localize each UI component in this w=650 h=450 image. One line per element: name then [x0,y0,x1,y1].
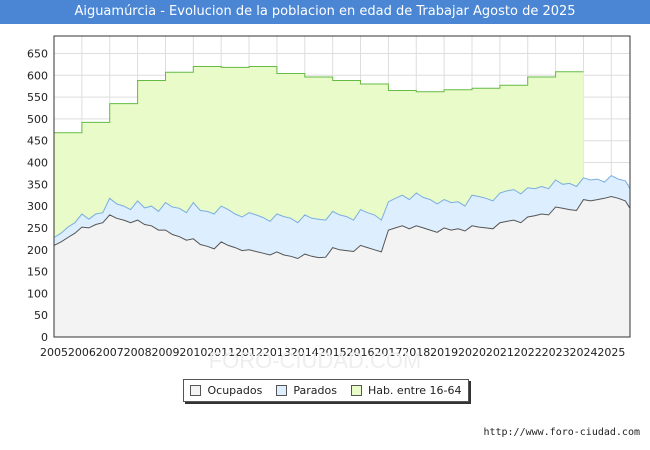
watermark: FORO-CIUDAD.COM [209,348,422,373]
y-tick-label: 0 [41,331,48,344]
line-ocupados [53,195,631,260]
y-tick-label: 200 [27,244,48,257]
x-tick-label: 2021 [486,346,514,359]
y-tick-label: 650 [27,47,48,60]
x-tick-label: 2025 [597,346,625,359]
y-tick-label: 500 [27,113,48,126]
y-tick-label: 550 [27,91,48,104]
x-tick-label: 2015 [319,346,347,359]
x-tick-label: 2009 [151,346,179,359]
legend-swatch-hab [350,385,362,396]
y-tick-label: 600 [27,69,48,82]
x-tick-label: 2005 [40,346,68,359]
x-tick-label: 2019 [430,346,458,359]
x-tick-label: 2024 [569,346,597,359]
x-tick-label: 2022 [514,346,542,359]
legend-label-parados: Parados [293,384,337,397]
x-tick-label: 2013 [263,346,291,359]
legend-item-hab: Hab. entre 16-64 [350,384,462,397]
x-tick-label: 2017 [374,346,402,359]
line-hab [54,66,584,134]
legend-item-parados: Parados [276,384,337,397]
legend-label-ocupados: Ocupados [207,384,263,397]
x-tick-label: 2018 [402,346,430,359]
legend-label-hab: Hab. entre 16-64 [367,384,462,397]
x-tick-label: 2020 [458,346,486,359]
x-tick-label: 2012 [235,346,263,359]
legend-swatch-parados [276,385,288,396]
y-tick-label: 150 [27,266,48,279]
legend-item-ocupados: Ocupados [190,384,262,397]
line-parados [53,174,631,238]
x-tick-label: 2023 [542,346,570,359]
x-tick-label: 2010 [179,346,207,359]
y-tick-label: 250 [27,222,48,235]
y-tick-label: 450 [27,135,48,148]
x-tick-label: 2014 [291,346,319,359]
y-tick-label: 50 [34,309,48,322]
y-tick-label: 300 [27,200,48,213]
legend-swatch-ocupados [190,385,202,396]
x-tick-label: 2011 [207,346,235,359]
y-tick-label: 100 [27,287,48,300]
x-tick-label: 2008 [124,346,152,359]
plot-border [53,35,631,338]
chart-title: Aiguamúrcia - Evolucion de la poblacion … [0,0,650,24]
source-link[interactable]: http://www.foro-ciudad.com [483,427,640,438]
y-tick-label: 350 [27,178,48,191]
area-ocupados [54,196,630,337]
y-tick-label: 400 [27,157,48,170]
x-tick-label: 2006 [68,346,96,359]
x-tick-label: 2007 [96,346,124,359]
legend: Ocupados Parados Hab. entre 16-64 [183,379,469,402]
x-tick-label: 2016 [347,346,375,359]
